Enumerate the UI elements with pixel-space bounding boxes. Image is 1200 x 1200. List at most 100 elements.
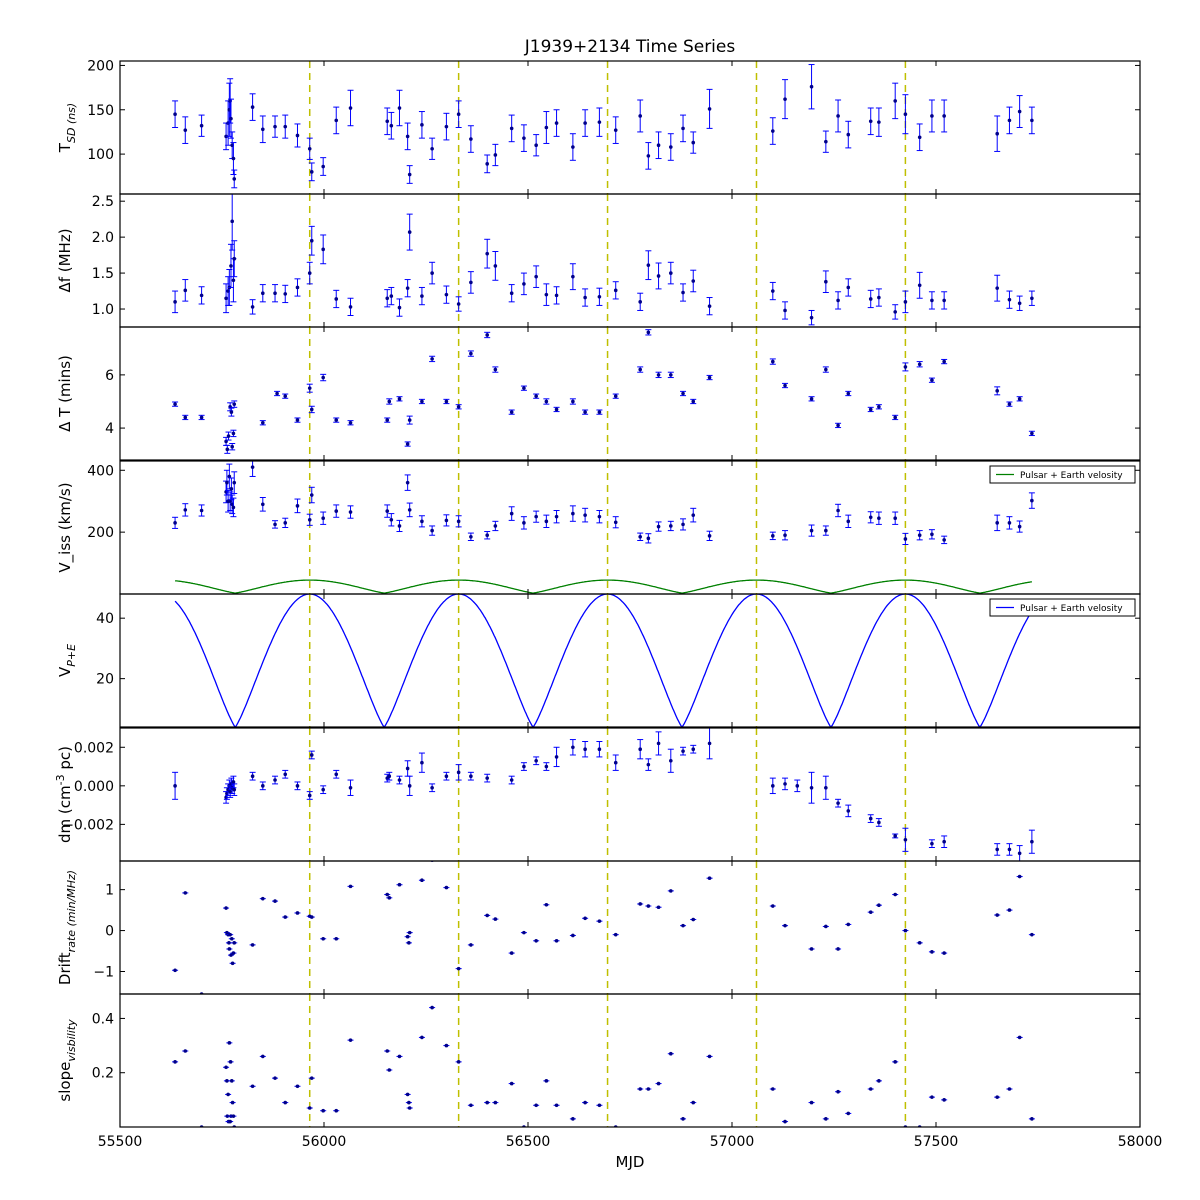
data-point: [930, 841, 934, 846]
data-point: [509, 511, 514, 516]
data-point: [229, 264, 233, 268]
data-point: [183, 288, 188, 293]
data-point: [1017, 874, 1022, 879]
data-point: [930, 378, 934, 383]
data-point: [942, 1098, 946, 1102]
plot-area: [172, 194, 1035, 327]
data-point: [295, 1084, 300, 1089]
y-tick-label: 150: [87, 103, 114, 119]
data-point: [309, 1076, 314, 1080]
data-point: [771, 534, 775, 538]
data-point: [846, 519, 851, 524]
data-point: [275, 391, 279, 396]
data-point: [583, 1100, 587, 1105]
data-point: [681, 522, 685, 527]
data-point: [942, 114, 946, 118]
data-point: [261, 784, 265, 788]
data-point: [456, 1060, 461, 1064]
data-point: [544, 125, 549, 130]
data-point: [397, 778, 402, 782]
data-point: [995, 131, 999, 136]
data-point: [227, 941, 231, 945]
data-point: [231, 431, 236, 436]
data-point: [1007, 1087, 1012, 1091]
data-point: [846, 1111, 851, 1116]
data-point: [868, 910, 873, 914]
data-point: [405, 766, 410, 771]
panel-2: 1.0 1.5 2.0 2.5 Δf (MHz): [56, 193, 1141, 328]
data-point: [231, 156, 236, 161]
data-point: [877, 903, 881, 907]
data-point: [493, 917, 498, 921]
legend-box: [989, 598, 1136, 617]
data-point: [250, 774, 255, 778]
data-point: [273, 291, 277, 296]
data-point: [942, 538, 946, 542]
data-point: [261, 1054, 265, 1059]
panel-frame: [119, 593, 1141, 728]
data-point: [783, 923, 787, 928]
data-point: [485, 913, 490, 918]
data-point: [1030, 1117, 1034, 1121]
y-axis-label: V_iss (km/s): [56, 482, 75, 572]
data-point: [571, 399, 575, 404]
data-point: [227, 1041, 232, 1045]
data-point: [681, 1117, 685, 1121]
data-point: [232, 941, 237, 945]
data-point: [1030, 296, 1034, 301]
data-point: [226, 434, 231, 438]
data-point: [583, 513, 587, 517]
y-tick-label: 0.2: [92, 1066, 114, 1082]
data-point: [321, 936, 325, 941]
data-point: [456, 302, 461, 306]
y-axis-label: Δ T (mins): [56, 355, 74, 432]
data-point: [903, 300, 908, 304]
data-point: [385, 509, 390, 513]
data-point: [917, 941, 922, 945]
data-point: [456, 112, 461, 116]
data-point: [309, 915, 314, 919]
data-point: [228, 1060, 233, 1064]
data-point: [691, 747, 696, 752]
data-point: [469, 137, 473, 141]
data-point: [638, 367, 642, 372]
data-point: [387, 774, 392, 778]
data-point: [597, 120, 602, 124]
data-point: [232, 402, 237, 406]
data-point: [597, 410, 602, 414]
data-point: [669, 373, 673, 377]
data-point: [942, 298, 946, 303]
y-tick-label: 0.002: [74, 740, 114, 756]
legend-label: Pulsar + Earth velosity: [1020, 604, 1123, 614]
data-point: [681, 923, 685, 928]
data-point: [283, 521, 288, 525]
data-point: [407, 930, 412, 935]
data-point: [229, 116, 233, 121]
data-point: [173, 968, 177, 973]
y-tick-label: −0.002: [62, 817, 114, 833]
data-point: [893, 99, 897, 103]
data-point: [228, 789, 232, 794]
data-point: [444, 124, 449, 129]
data-point: [387, 399, 392, 404]
data-point: [1017, 301, 1022, 306]
panel-frame: [119, 993, 1141, 1128]
data-point: [229, 487, 234, 491]
data-point: [509, 410, 514, 414]
data-point: [225, 1079, 229, 1083]
data-point: [485, 1100, 490, 1105]
data-point: [420, 1035, 424, 1040]
data-point: [638, 534, 642, 539]
data-point: [824, 785, 828, 790]
data-point: [283, 1100, 288, 1105]
data-point: [917, 362, 922, 367]
x-tick-label: 56000: [302, 1134, 347, 1150]
data-point: [485, 162, 490, 166]
data-point: [229, 1079, 234, 1083]
data-point: [707, 876, 712, 880]
data-point: [493, 367, 498, 372]
data-point: [307, 146, 312, 151]
